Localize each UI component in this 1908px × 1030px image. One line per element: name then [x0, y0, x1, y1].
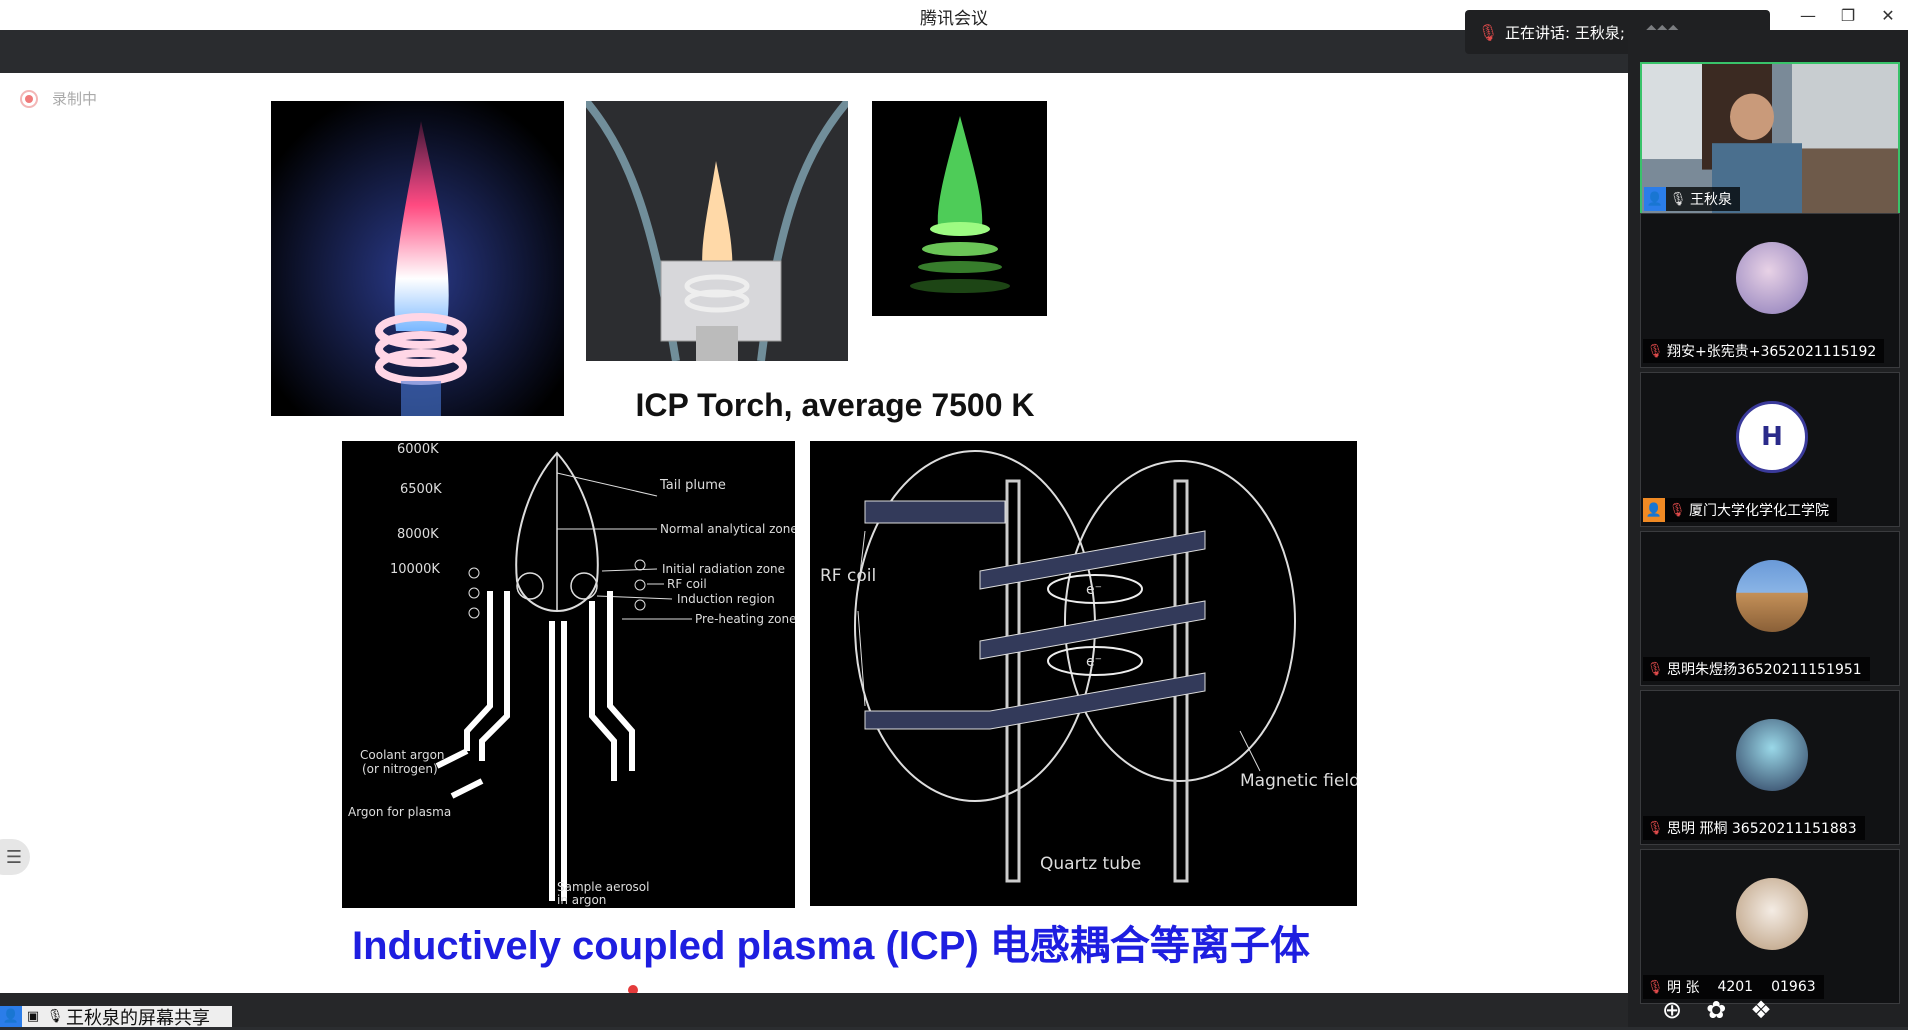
mic-muted-icon: 🎙 [1646, 979, 1664, 995]
pointer-indicator [628, 985, 638, 993]
person-icon: 👤 [0, 1006, 22, 1027]
label-rf-coil-left: RF coil [667, 577, 707, 591]
label-initial-radiation: Initial radiation zone [662, 562, 785, 576]
temp-6500: 6500K [400, 482, 442, 497]
reaction-icon[interactable]: ⊕ [1662, 996, 1683, 1024]
label-quartz-tube: Quartz tube [1040, 854, 1141, 874]
electron-label-2: e⁻ [1086, 654, 1102, 670]
participant-name: 王秋泉 [1690, 192, 1732, 208]
participant-namebar: 🎙 思明 邢桐 36520211151883 [1643, 816, 1865, 840]
avatar [1736, 560, 1808, 632]
participant-name: 厦门大学化学化工学院 [1689, 503, 1829, 519]
emoji-reactions: ⊕ ✿ ❖ [1662, 996, 1772, 1024]
label-nitrogen: (or nitrogen) [362, 762, 438, 776]
torch-photo-2 [586, 101, 848, 361]
slide-heading-main: Inductively coupled plasma (ICP) 电感耦合等离子… [352, 924, 1310, 968]
avatar [1736, 242, 1808, 314]
participant-name: 思明朱煜扬36520211151951 [1667, 662, 1862, 678]
restore-button[interactable]: ❐ [1840, 5, 1856, 25]
mic-muted-icon: 🎙 [1646, 661, 1664, 677]
participant-name-tail: 4201 [1717, 979, 1754, 995]
screen-icon: ▣ [26, 1009, 40, 1024]
mic-icon: 🎙 [46, 1009, 64, 1024]
label-induction: Induction region [677, 592, 775, 606]
temp-6000: 6000K [397, 442, 439, 457]
avatar [1736, 878, 1808, 950]
recording-label: 录制中 [52, 90, 98, 108]
mic-muted-icon: 🎙 [1646, 343, 1664, 359]
participant-tile-4[interactable]: 🎙 思明 邢桐 36520211151883 [1640, 690, 1900, 845]
close-button[interactable]: ✕ [1881, 5, 1895, 25]
mic-on-icon: 🎙 [1669, 191, 1687, 207]
label-rf-coil-right: RF coil [820, 566, 876, 586]
label-in-argon: in argon [557, 893, 606, 907]
mic-muted-icon: 🎙 [1646, 820, 1664, 836]
participant-namebar: 👤 🎙 王秋泉 [1644, 187, 1740, 211]
torch-photo-1 [271, 101, 564, 416]
toolbar-strip [0, 30, 1628, 73]
avatar [1736, 719, 1808, 791]
torch-photo-3 [872, 101, 1047, 316]
temp-10000: 10000K [390, 562, 440, 577]
label-magnetic-field: Magnetic field [1240, 771, 1357, 791]
shared-screen: 录制中 [0, 73, 1628, 993]
participant-namebar: 👤 🎙 厦门大学化学化工学院 [1643, 498, 1837, 522]
settings-icon[interactable]: ✿ [1706, 996, 1727, 1024]
electron-label-1: e⁻ [1086, 582, 1102, 598]
label-coolant: Coolant argon [360, 748, 445, 762]
slide-heading-torch: ICP Torch, average 7500 K [635, 387, 1035, 423]
record-icon [20, 89, 38, 108]
participant-tile-2[interactable]: H 👤 🎙 厦门大学化学化工学院 [1640, 372, 1900, 527]
participant-name: 明 张 [1667, 980, 1700, 996]
participant-namebar: 🎙 明 张 4201 01963 [1643, 975, 1824, 999]
effects-icon[interactable]: ❖ [1750, 996, 1772, 1024]
screen-share-label: 👤 ▣ 🎙 王秋泉的屏幕共享 [0, 1006, 232, 1029]
label-sample-aerosol: Sample aerosol [557, 880, 649, 894]
minimize-button[interactable]: — [1800, 5, 1816, 25]
participant-tile-0[interactable]: 👤 🎙 王秋泉 [1640, 62, 1900, 217]
mic-muted-icon: 🎙 [1668, 502, 1686, 518]
bottom-bar [0, 993, 1628, 1027]
participant-tile-5[interactable]: 🎙 明 张 4201 01963 [1640, 849, 1900, 1004]
rf-coil-diagram: e⁻ e⁻ RF coil Magnetic field Quartz tube [810, 441, 1357, 906]
list-toggle-button[interactable]: ☰ [0, 839, 30, 875]
temp-8000: 8000K [397, 527, 439, 542]
participant-namebar: 🎙 翔安+张宪贵+3652021115192 [1643, 339, 1885, 363]
participant-name: 翔安+张宪贵+3652021115192 [1667, 344, 1877, 360]
label-preheating: Pre-heating zone [695, 612, 795, 626]
participant-tile-1[interactable]: 🎙 翔安+张宪贵+3652021115192 [1640, 213, 1900, 368]
recording-indicator[interactable]: 录制中 [20, 88, 97, 109]
university-logo-icon: H [1736, 401, 1808, 473]
host-icon: 👤 [1643, 498, 1665, 522]
label-tail-plume: Tail plume [659, 478, 726, 493]
window-title: 腾讯会议 [920, 9, 988, 29]
participant-tile-3[interactable]: 🎙 思明朱煜扬36520211151951 [1640, 531, 1900, 686]
participant-sidebar: 👤 🎙 王秋泉 🎙 翔安+张宪贵+3652021115192 H 👤 🎙 厦门大… [1628, 30, 1908, 1027]
participant-name-end: 01963 [1771, 979, 1816, 995]
speaking-label: 正在讲话: 王秋泉; [1505, 23, 1625, 42]
participant-name: 思明 邢桐 36520211151883 [1667, 821, 1857, 837]
mic-muted-icon: 🎙 [1477, 22, 1499, 42]
share-label-text: 王秋泉的屏幕共享 [66, 1007, 210, 1029]
label-normal-zone: Normal analytical zone [660, 522, 795, 536]
host-icon: 👤 [1644, 187, 1666, 211]
participant-namebar: 🎙 思明朱煜扬36520211151951 [1643, 657, 1870, 681]
torch-zone-diagram: 6000K 6500K 8000K 10000K Tail plume Norm… [342, 441, 795, 908]
label-argon-plasma: Argon for plasma [348, 805, 451, 819]
